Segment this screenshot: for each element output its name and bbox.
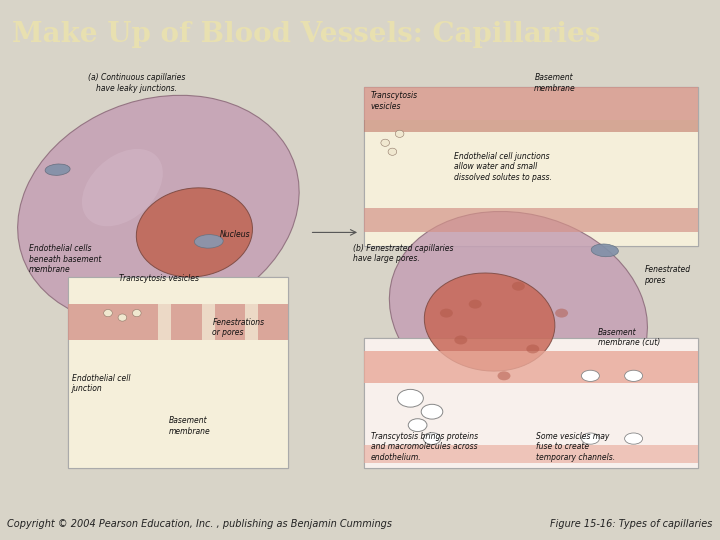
Ellipse shape xyxy=(582,370,599,381)
Ellipse shape xyxy=(82,149,163,226)
Ellipse shape xyxy=(18,95,299,325)
Ellipse shape xyxy=(625,433,643,444)
Text: Some vesicles may
fuse to create
temporary channels.: Some vesicles may fuse to create tempora… xyxy=(536,432,616,462)
Ellipse shape xyxy=(454,335,467,345)
Ellipse shape xyxy=(591,244,618,256)
Ellipse shape xyxy=(136,188,253,277)
Ellipse shape xyxy=(582,433,599,444)
Bar xyxy=(245,300,258,342)
Bar xyxy=(364,120,698,132)
Text: Transcytosis
vesicles: Transcytosis vesicles xyxy=(371,91,418,111)
Text: Fenestrated
pores: Fenestrated pores xyxy=(644,265,690,285)
Text: Endothelial cell junctions
allow water and small
dissolved solutes to pass.: Endothelial cell junctions allow water a… xyxy=(454,152,552,181)
Ellipse shape xyxy=(194,235,223,248)
Text: (b) Fenestrated capillaries
have large pores.: (b) Fenestrated capillaries have large p… xyxy=(353,244,454,263)
Text: (a) Continuous capillaries
have leaky junctions.: (a) Continuous capillaries have leaky ju… xyxy=(88,73,186,93)
Ellipse shape xyxy=(104,309,112,316)
Ellipse shape xyxy=(421,404,443,419)
Ellipse shape xyxy=(625,370,643,381)
Ellipse shape xyxy=(555,309,568,318)
Bar xyxy=(364,338,698,468)
Bar xyxy=(202,300,215,342)
Ellipse shape xyxy=(424,273,555,371)
Ellipse shape xyxy=(408,418,427,431)
Text: Endothelial cells
beneath basement
membrane: Endothelial cells beneath basement membr… xyxy=(29,245,102,274)
Ellipse shape xyxy=(381,139,390,146)
Ellipse shape xyxy=(423,433,441,444)
Ellipse shape xyxy=(132,309,141,316)
Ellipse shape xyxy=(118,314,127,321)
Bar xyxy=(364,338,698,468)
Ellipse shape xyxy=(512,282,525,291)
Bar xyxy=(364,208,698,232)
Bar xyxy=(364,87,698,246)
Bar xyxy=(158,300,171,342)
Ellipse shape xyxy=(388,148,397,156)
Text: Endothelial cell
junction: Endothelial cell junction xyxy=(72,374,130,393)
Text: Make Up of Blood Vessels: Capillaries: Make Up of Blood Vessels: Capillaries xyxy=(12,22,600,49)
Ellipse shape xyxy=(397,389,423,407)
Bar xyxy=(68,277,288,468)
Ellipse shape xyxy=(498,372,510,380)
Ellipse shape xyxy=(469,300,482,309)
Text: Nucleus: Nucleus xyxy=(220,230,251,239)
Text: Fenestrations
or pores: Fenestrations or pores xyxy=(212,318,264,337)
Ellipse shape xyxy=(440,309,453,318)
Text: Transcytosis brings proteins
and macromolecules across
endothelium.: Transcytosis brings proteins and macromo… xyxy=(371,432,478,462)
Bar xyxy=(364,351,698,382)
Bar xyxy=(364,87,698,120)
Ellipse shape xyxy=(526,345,539,354)
Bar xyxy=(68,277,288,468)
Ellipse shape xyxy=(395,130,404,137)
Text: Basement
membrane (cut): Basement membrane (cut) xyxy=(598,328,660,347)
Bar xyxy=(364,87,698,246)
Ellipse shape xyxy=(390,212,647,415)
Text: Basement
membrane: Basement membrane xyxy=(169,416,211,436)
Text: Basement
membrane: Basement membrane xyxy=(534,73,575,93)
Bar xyxy=(68,304,288,340)
Bar xyxy=(364,446,698,463)
Text: Copyright © 2004 Pearson Education, Inc. , publishing as Benjamin Cummings: Copyright © 2004 Pearson Education, Inc.… xyxy=(7,518,392,529)
Text: Transcytosis vesicles: Transcytosis vesicles xyxy=(119,274,199,282)
Text: Figure 15-16: Types of capillaries: Figure 15-16: Types of capillaries xyxy=(550,518,713,529)
Ellipse shape xyxy=(45,164,70,176)
